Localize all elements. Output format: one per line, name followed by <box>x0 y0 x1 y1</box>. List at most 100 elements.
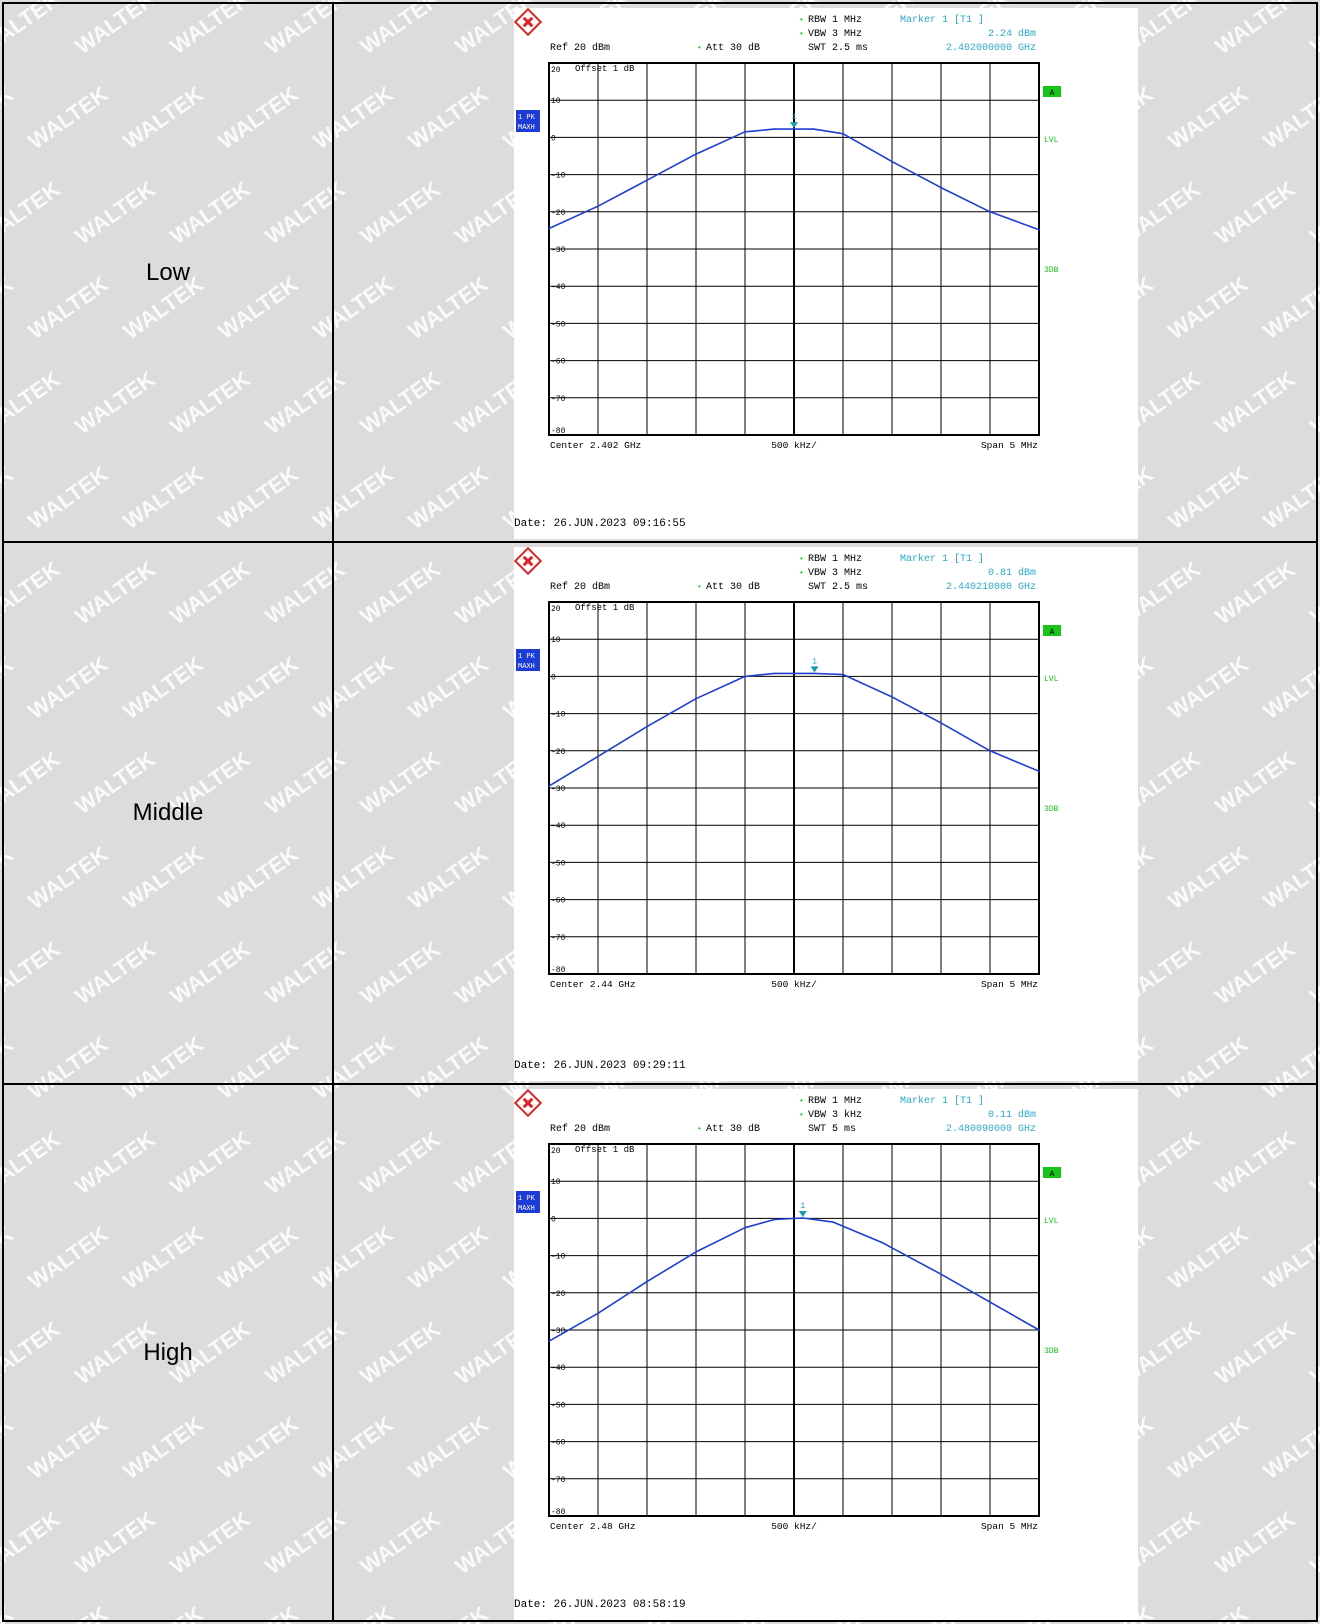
trace-point <box>842 673 844 676</box>
side-label-a: A <box>1050 1170 1055 1179</box>
trace-point <box>597 205 599 208</box>
marker-triangle-icon <box>810 666 819 673</box>
brand-logo-icon <box>514 1089 543 1118</box>
offset-label: Offset 1 dB <box>575 603 635 613</box>
trace-badge-line1: 1 PK <box>518 1195 536 1203</box>
trace-point <box>842 132 844 135</box>
trace-point <box>940 186 942 189</box>
marker-level-readout: 0.11 dBm <box>988 1109 1036 1121</box>
trace-badge <box>516 649 540 671</box>
setting-star-icon: • <box>800 15 803 24</box>
analyzer-screenshot: • RBW 1 MHz • VBW 3 MHz Ref 20 dBm • Att 30 dB… <box>514 8 1138 539</box>
y-tick-label: -70 <box>551 934 566 943</box>
spectrum-plot: • RBW 1 MHz • VBW 3 MHz Ref 20 dBm • Att 30 dB… <box>514 547 1061 1072</box>
trace-badge-line1: 1 PK <box>518 114 536 122</box>
trace-point <box>891 160 893 163</box>
trace-badge-line1: 1 PK <box>518 653 536 661</box>
y-tick-label: -10 <box>551 1253 566 1262</box>
trace-point <box>646 179 648 181</box>
capture-date: Date: 26.JUN.2023 08:58:19 <box>514 1599 686 1611</box>
attenuation-readout: Att 30 dB <box>706 581 760 593</box>
y-tick-label: 0 <box>551 673 556 682</box>
marker-level-readout: 2.24 dBm <box>988 28 1036 40</box>
sweep-time-readout: SWT 2.5 ms <box>808 43 868 54</box>
marker-label: 1 <box>792 113 797 122</box>
trace-point <box>548 227 550 230</box>
y-tick-label: 10 <box>551 1178 561 1187</box>
offset-label: Offset 1 dB <box>575 1145 635 1155</box>
trace-point <box>548 1340 550 1342</box>
side-label-lvl: LVL <box>1044 1217 1059 1226</box>
marker-triangle-icon <box>790 122 798 129</box>
y-tick-label: -20 <box>551 748 566 757</box>
per-division-label: 500 kHz/ <box>771 1521 817 1532</box>
spectrum-trace <box>548 1217 1040 1342</box>
side-badge-a <box>1043 625 1061 636</box>
side-label-3db: 3DB <box>1044 1347 1059 1356</box>
per-division-label: 500 kHz/ <box>771 440 817 451</box>
attenuation-readout: Att 30 dB <box>706 1123 760 1135</box>
span-label: Span 5 MHz <box>981 979 1038 990</box>
y-tick-label: -50 <box>551 320 566 329</box>
marker-title: Marker 1 [T1 ] <box>900 553 984 565</box>
trace-point <box>773 672 776 675</box>
y-tick-label: -30 <box>551 246 566 255</box>
trace-point <box>744 131 746 133</box>
trace-point <box>881 1241 883 1244</box>
y-tick-label: 0 <box>551 1215 556 1224</box>
setting-star-icon: • <box>800 568 803 577</box>
trace-point <box>940 722 942 724</box>
brand-logo-icon <box>514 547 543 576</box>
trace-point <box>597 755 599 758</box>
y-tick-label: -20 <box>551 209 566 218</box>
y-tick-label: -10 <box>551 172 566 181</box>
rbw-readout: RBW 1 MHz <box>808 15 862 26</box>
trace-point <box>793 128 795 130</box>
brand-logo-icon <box>514 8 543 37</box>
row-label: High <box>4 1085 334 1620</box>
setting-star-icon: • <box>698 582 701 591</box>
trace-point <box>773 1218 776 1221</box>
trace-point <box>802 1217 804 1219</box>
setting-star-icon: • <box>698 1124 701 1133</box>
ref-level-readout: Ref 20 dBm <box>550 1123 610 1135</box>
y-tick-label: 20 <box>551 605 561 614</box>
y-tick-label: -30 <box>551 1327 566 1336</box>
y-tick-label: -70 <box>551 1476 566 1485</box>
trace-point <box>1038 228 1040 231</box>
trace-badge-line2: MAXH <box>518 1205 535 1213</box>
capture-date: Date: 26.JUN.2023 09:29:11 <box>514 1060 686 1072</box>
y-tick-label: -50 <box>551 1401 566 1410</box>
y-tick-label: -30 <box>551 785 566 794</box>
vbw-readout: VBW 3 MHz <box>808 568 862 579</box>
offset-label: Offset 1 dB <box>575 64 635 74</box>
y-tick-label: -80 <box>551 427 566 436</box>
trace-badge <box>516 110 540 132</box>
marker-frequency-readout: 2.480090000 GHz <box>946 1124 1036 1135</box>
center-frequency-label: Center 2.48 GHz <box>550 1521 636 1532</box>
logo-bar <box>522 16 534 28</box>
span-label: Span 5 MHz <box>981 1521 1038 1532</box>
trace-point <box>989 1301 991 1303</box>
trace-point <box>548 785 550 787</box>
setting-star-icon: • <box>800 1096 803 1105</box>
y-tick-label: 0 <box>551 134 556 143</box>
side-label-3db: 3DB <box>1044 805 1059 814</box>
result-row-high: High • RBW 1 MHz • VBW 3 kHz Ref 20 dBm • Att … <box>2 1083 1318 1622</box>
side-badge-a <box>1043 86 1061 97</box>
trace-point <box>891 696 893 698</box>
trace-point <box>744 1226 746 1229</box>
side-label-a: A <box>1050 89 1055 98</box>
spectrum-plot: • RBW 1 MHz • VBW 3 MHz Ref 20 dBm • Att 30 dB… <box>514 8 1061 530</box>
marker-frequency-readout: 2.402000000 GHz <box>946 43 1036 54</box>
side-label-a: A <box>1050 628 1055 637</box>
y-tick-label: -10 <box>551 711 566 720</box>
span-label: Span 5 MHz <box>981 440 1038 451</box>
analyzer-screenshot: • RBW 1 MHz • VBW 3 kHz Ref 20 dBm • Att 30 dB… <box>514 1089 1138 1620</box>
spectrum-trace <box>548 672 1040 787</box>
marker-title: Marker 1 [T1 ] <box>900 1095 984 1107</box>
y-tick-label: -20 <box>551 1290 566 1299</box>
y-tick-label: -40 <box>551 1364 566 1373</box>
y-tick-label: -60 <box>551 1439 566 1448</box>
